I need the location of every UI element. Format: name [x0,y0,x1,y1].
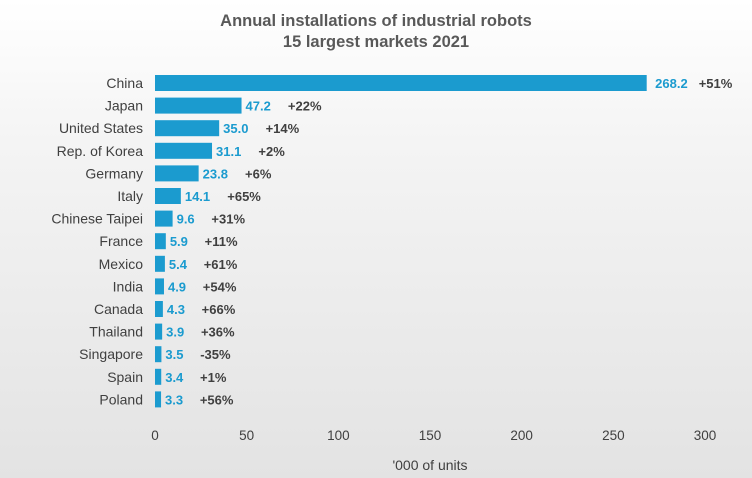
value-label-12: 3.5 [165,347,183,362]
x-tick-label-1: 50 [239,428,254,443]
category-label-12: Singapore [79,346,143,362]
value-label-8: 5.4 [169,257,188,272]
change-label-1: +22% [288,99,322,114]
bar-4 [155,165,199,182]
value-labels-group: 268.2 47.2 35.0 31.1 23.8 14.1 9.6 5.9 5.4 4.9 4.3… [165,76,688,407]
value-label-14: 3.3 [165,392,183,407]
value-label-7: 5.9 [170,234,188,249]
category-label-1: Japan [105,98,143,114]
bar-3 [155,142,213,159]
x-tick-label-3: 150 [419,428,442,443]
x-tick-label-0: 0 [151,428,159,443]
bar-11 [155,323,163,340]
change-label-8: +61% [204,257,238,272]
value-label-0: 268.2 [655,76,688,91]
x-tick-label-2: 100 [327,428,350,443]
change-label-14: +56% [200,392,234,407]
x-tick-label-5: 250 [602,428,625,443]
change-label-6: +31% [211,212,245,227]
bar-6 [155,210,173,227]
change-label-13: +1% [200,370,227,385]
category-labels-group: China Japan United States Rep. of Korea Germ… [51,75,143,407]
value-label-6: 9.6 [177,212,195,227]
change-label-4: +6% [245,166,272,181]
change-label-11: +36% [201,325,235,340]
x-axis-ticks-group: 0 50 100 150 200 250 300 [151,428,716,443]
value-label-3: 31.1 [216,144,241,159]
bar-12 [155,346,162,363]
bars-group [155,75,647,408]
change-label-5: +65% [227,189,261,204]
bar-9 [155,278,164,295]
bar-2 [155,120,220,137]
x-tick-label-6: 300 [694,428,717,443]
bar-7 [155,233,166,250]
value-label-4: 23.8 [203,166,228,181]
chart-subtitle: 15 largest markets 2021 [282,33,470,51]
value-label-10: 4.3 [167,302,185,317]
category-label-9: India [113,278,144,294]
category-label-7: France [99,233,143,249]
chart-title: Annual installations of industrial robot… [220,12,532,30]
value-label-9: 4.9 [168,279,186,294]
bar-8 [155,255,165,272]
category-label-8: Mexico [99,256,144,272]
value-label-5: 14.1 [185,189,210,204]
change-labels-group: +51% +22% +14% +2% +6% +65% +31% +11% +61% +54% +6… [200,76,733,407]
category-label-0: China [106,75,143,91]
change-label-9: +54% [203,279,237,294]
category-label-11: Thailand [89,324,143,340]
category-label-4: Germany [85,165,143,181]
bar-5 [155,188,181,204]
bar-10 [155,301,163,317]
category-label-10: Canada [94,301,143,317]
change-label-0: +51% [699,76,733,91]
change-label-7: +11% [205,234,238,249]
value-label-2: 35.0 [223,121,248,136]
change-label-3: +2% [258,144,285,159]
category-label-13: Spain [107,369,143,385]
change-label-12: -35% [200,347,231,362]
change-label-10: +66% [202,302,236,317]
value-label-13: 3.4 [165,370,184,385]
bar-13 [155,368,162,385]
bar-14 [155,391,162,408]
category-label-14: Poland [99,391,143,407]
x-tick-label-4: 200 [510,428,533,443]
bar-1 [155,97,242,114]
category-label-3: Rep. of Korea [57,143,144,159]
x-axis-label: '000 of units [392,457,468,473]
bar-0 [155,75,647,91]
category-label-2: United States [59,120,143,136]
category-label-6: Chinese Taipei [51,211,143,227]
category-label-5: Italy [117,188,143,204]
value-label-11: 3.9 [166,325,184,340]
change-label-2: +14% [266,121,300,136]
value-label-1: 47.2 [246,99,271,114]
